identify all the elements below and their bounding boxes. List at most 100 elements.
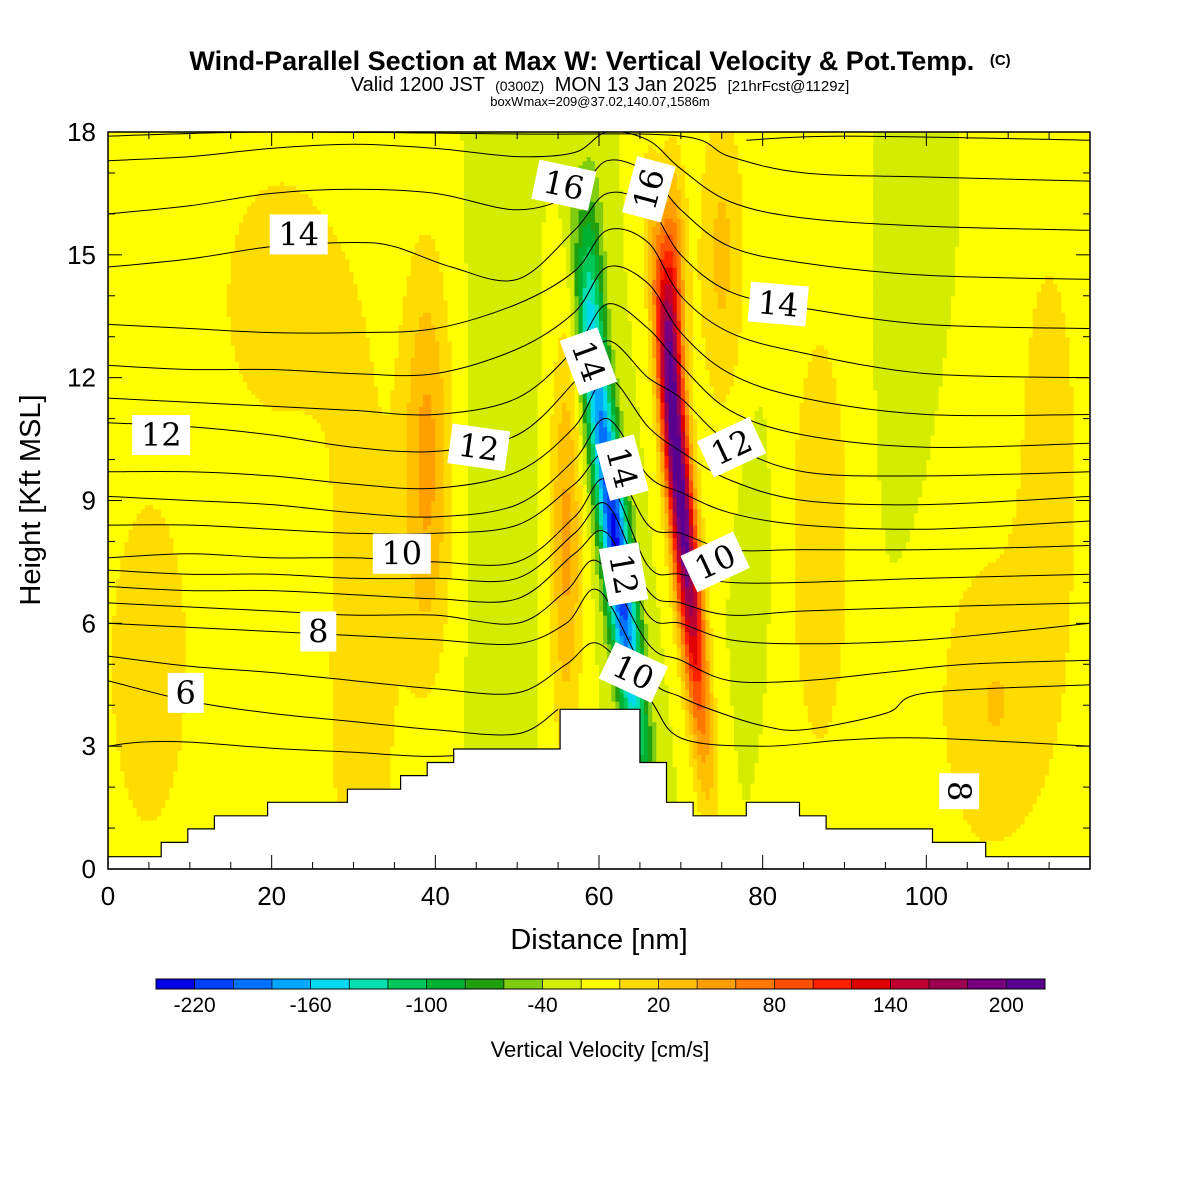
w-cell (112, 697, 187, 702)
w-cell (873, 344, 948, 350)
w-cell (418, 455, 436, 461)
w-cell (701, 541, 706, 547)
w-cell (693, 656, 698, 661)
w-cell (680, 529, 686, 534)
w-cell (607, 349, 612, 354)
w-cell (590, 578, 600, 583)
w-cell (705, 340, 739, 346)
w-cell (693, 688, 702, 694)
w-cell (615, 394, 621, 399)
w-cell (766, 459, 796, 465)
w-cell (611, 684, 616, 690)
w-cell (668, 602, 674, 608)
w-cell (570, 512, 580, 518)
w-cell (631, 606, 637, 612)
w-cell (873, 357, 944, 362)
w-cell (680, 606, 686, 612)
w-cell (1069, 643, 1090, 649)
w-cell (648, 725, 653, 731)
w-cell (373, 369, 396, 375)
w-cell (582, 643, 596, 649)
w-cell (1020, 455, 1075, 461)
w-cell (594, 496, 600, 502)
w-cell (709, 688, 715, 694)
w-cell (333, 615, 449, 620)
w-cell (668, 488, 674, 493)
w-cell (676, 631, 682, 637)
w-cell (631, 639, 637, 645)
w-cell (586, 533, 596, 538)
w-cell (615, 619, 621, 624)
w-cell (844, 582, 972, 588)
w-cell (680, 545, 686, 551)
w-cell (108, 402, 265, 407)
w-cell (549, 586, 555, 592)
w-cell (631, 500, 649, 506)
w-cell (664, 439, 670, 444)
w-cell (108, 357, 236, 362)
w-cell (770, 512, 796, 518)
w-cell (414, 692, 428, 698)
w-cell (627, 496, 633, 502)
w-cell (701, 508, 739, 514)
w-cell (713, 656, 731, 661)
w-cell (766, 647, 801, 653)
w-cell (108, 394, 256, 399)
w-cell (676, 561, 682, 567)
w-cell (607, 500, 616, 506)
w-cell (680, 615, 686, 620)
w-cell (680, 344, 686, 350)
w-cell (333, 721, 396, 727)
w-cell (537, 447, 551, 452)
w-cell (570, 324, 576, 330)
w-cell (734, 377, 805, 383)
w-cell (881, 484, 923, 489)
w-cell (447, 308, 469, 313)
w-cell (185, 623, 330, 629)
w-cell (615, 369, 637, 375)
w-cell (406, 406, 420, 412)
w-cell (599, 516, 604, 522)
w-cell (553, 701, 580, 706)
w-cell (394, 717, 465, 723)
w-cell (373, 381, 396, 387)
w-cell (619, 377, 637, 383)
w-cell (623, 430, 641, 436)
w-cell (451, 574, 469, 579)
w-cell (451, 504, 469, 510)
w-cell (934, 410, 1026, 416)
w-cell (689, 754, 694, 760)
w-cell (549, 623, 559, 629)
w-cell (689, 758, 698, 764)
w-cell (648, 312, 653, 317)
w-cell (684, 684, 690, 690)
w-cell (971, 828, 1017, 833)
w-cell (599, 541, 604, 547)
w-cell (795, 615, 846, 620)
w-cell (668, 344, 674, 350)
w-cell (451, 365, 469, 371)
w-cell (656, 385, 661, 391)
w-cell (451, 529, 469, 534)
w-cell (693, 713, 706, 719)
w-cell (836, 688, 944, 694)
w-cell (1044, 778, 1090, 784)
w-cell (946, 754, 1054, 760)
w-cell (803, 389, 837, 395)
w-cell (664, 353, 670, 358)
w-cell (320, 426, 408, 432)
w-cell (431, 406, 445, 412)
w-cell (926, 459, 1022, 465)
w-cell (570, 312, 576, 317)
w-cell (390, 389, 412, 395)
w-cell (668, 717, 686, 723)
w-cell (177, 766, 334, 772)
w-cell (684, 570, 690, 575)
w-cell (656, 369, 661, 375)
w-cell (664, 545, 670, 551)
w-cell (680, 525, 686, 530)
w-cell (795, 455, 846, 461)
w-cell (398, 349, 416, 354)
w-cell (570, 533, 580, 538)
w-cell (173, 770, 334, 776)
